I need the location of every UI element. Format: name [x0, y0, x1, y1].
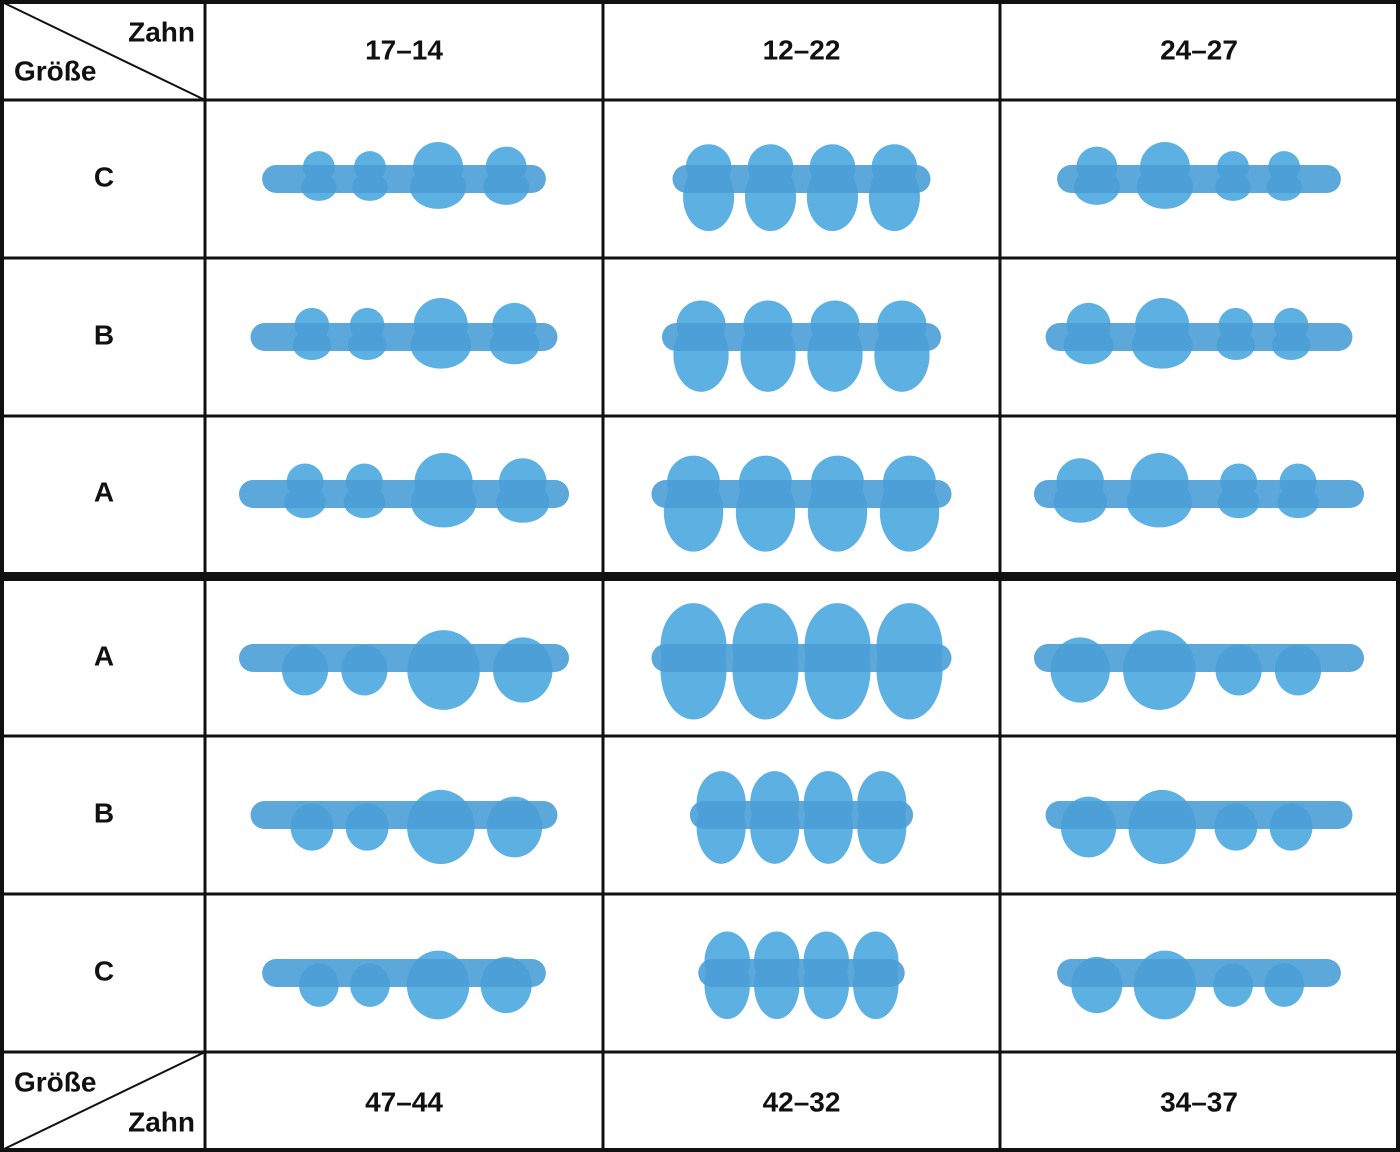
column-label: 17–14	[365, 34, 443, 65]
tray-illustration	[651, 455, 952, 552]
tray-part	[1057, 959, 1341, 987]
tray-illustration	[262, 950, 546, 1020]
tray-part	[672, 165, 931, 193]
tray-illustration	[1045, 297, 1353, 369]
tray-part	[662, 323, 941, 351]
size-label: A	[94, 640, 114, 671]
size-label: C	[94, 955, 114, 986]
tray-illustration	[672, 144, 931, 232]
tray-part	[651, 480, 952, 508]
tray-part	[651, 644, 952, 672]
column-label: 47–44	[365, 1086, 443, 1117]
tray-part	[239, 480, 569, 508]
column-label: 34–37	[1160, 1086, 1238, 1117]
tray-part	[239, 644, 569, 672]
tray-illustration	[1034, 630, 1364, 710]
tray-illustration	[651, 603, 952, 720]
tray-illustration	[698, 931, 905, 1020]
corner-label: Größe	[14, 55, 96, 86]
tray-part	[698, 959, 905, 987]
size-label: C	[94, 161, 114, 192]
column-label: 24–27	[1160, 34, 1238, 65]
corner-label: Größe	[14, 1066, 96, 1097]
tray-part	[1057, 165, 1341, 193]
size-label: B	[94, 319, 114, 350]
tray-illustration	[1034, 452, 1364, 528]
tray-part	[1045, 801, 1353, 829]
jaw-divider	[2, 572, 1398, 581]
tray-part	[250, 801, 558, 829]
column-label: 42–32	[763, 1086, 841, 1117]
column-label: 12–22	[763, 34, 841, 65]
tray-illustration	[689, 771, 914, 864]
tray-illustration	[239, 630, 569, 710]
corner-label: Zahn	[128, 16, 195, 47]
tray-part	[1045, 323, 1353, 351]
tray-part	[1034, 480, 1364, 508]
corner-diagonal	[1, 1, 206, 101]
tray-part	[689, 801, 914, 829]
corner-diagonal	[1, 1051, 206, 1151]
size-label: A	[94, 476, 114, 507]
size-label: B	[94, 797, 114, 828]
tray-part	[262, 959, 546, 987]
corner-label: Zahn	[128, 1106, 195, 1137]
tray-part	[250, 323, 558, 351]
tray-illustration	[250, 297, 558, 369]
tray-illustration	[250, 789, 558, 865]
tray-illustration	[262, 142, 546, 209]
tray-part	[262, 165, 546, 193]
tray-illustration	[1057, 142, 1341, 209]
tray-illustration	[1045, 789, 1353, 865]
tray-illustration	[662, 300, 941, 392]
tray-part	[1034, 644, 1364, 672]
tray-illustration	[239, 452, 569, 528]
tray-illustration	[1057, 950, 1341, 1020]
